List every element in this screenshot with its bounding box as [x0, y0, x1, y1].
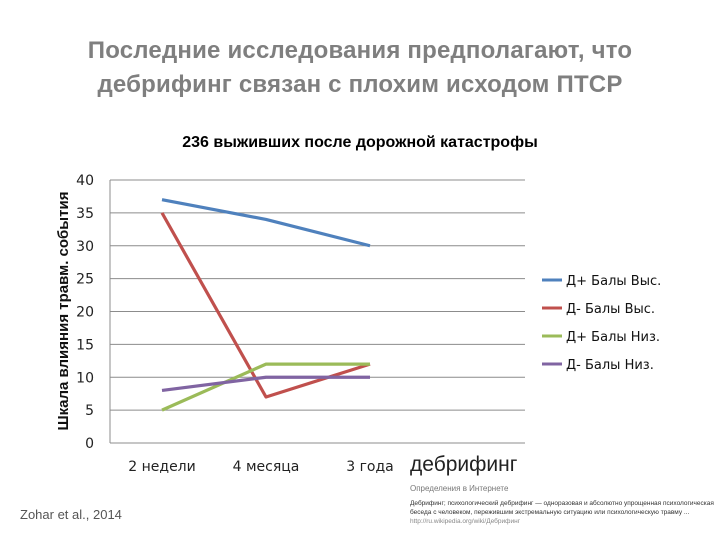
slide-title-line-1: Последние исследования предполагают, что	[87, 37, 633, 64]
chart-title: 236 выживших после дорожной катастрофы	[182, 134, 538, 151]
legend-label: Д- Балы Низ.	[566, 358, 654, 373]
slide-title-line-2: дебрифинг связан с плохим исходом ПТСР	[97, 71, 623, 98]
y-tick-label: 25	[76, 272, 94, 288]
legend: Д+ Балы Выс. Д- Балы Выс. Д+ Балы Низ. Д- Б…	[542, 274, 661, 373]
series-line	[161, 375, 370, 392]
definition-link[interactable]: http://ru.wikipedia.org/wiki/Дебрифинг	[410, 518, 521, 525]
y-axis-label: Шкала влияния травм. события	[55, 192, 72, 431]
gridlines	[109, 179, 525, 444]
series-line	[161, 362, 370, 412]
x-tick-label: 3 года	[346, 459, 394, 475]
slide-title: Последние исследования предполагают, что…	[0, 34, 720, 102]
y-tick-label: 15	[76, 337, 94, 353]
y-tick-label: 10	[76, 370, 94, 386]
x-tick-label: 2 недели	[128, 459, 195, 475]
definition-body: Дебрифинг; психологический дебрифинг — о…	[410, 500, 714, 516]
y-tick-label: 35	[76, 206, 94, 222]
series-lines	[160, 198, 371, 412]
legend-label: Д+ Балы Выс.	[566, 274, 661, 289]
legend-label: Д- Балы Выс.	[566, 302, 655, 317]
definition-subtitle: Определения в Интернете	[410, 484, 509, 493]
y-tick-label: 20	[76, 305, 94, 321]
y-tick-label: 40	[76, 173, 94, 189]
series-line	[160, 212, 371, 399]
series-line	[161, 198, 371, 248]
definition-term: дебрифинг	[410, 453, 518, 476]
y-axis-ticks: 0 5 10 15 20 25 30 35 40	[76, 173, 94, 452]
web-definition-snippet: дебрифинг Определения в Интернете Дебриф…	[410, 452, 720, 526]
y-tick-label: 0	[85, 436, 94, 452]
legend-label: Д+ Балы Низ.	[566, 330, 660, 345]
y-tick-label: 5	[85, 403, 94, 419]
x-tick-label: 4 месяца	[233, 459, 300, 475]
citation: Zohar et al., 2014	[20, 507, 122, 522]
y-tick-label: 30	[76, 239, 94, 255]
x-axis-ticks: 2 недели 4 месяца 3 года	[128, 459, 394, 475]
